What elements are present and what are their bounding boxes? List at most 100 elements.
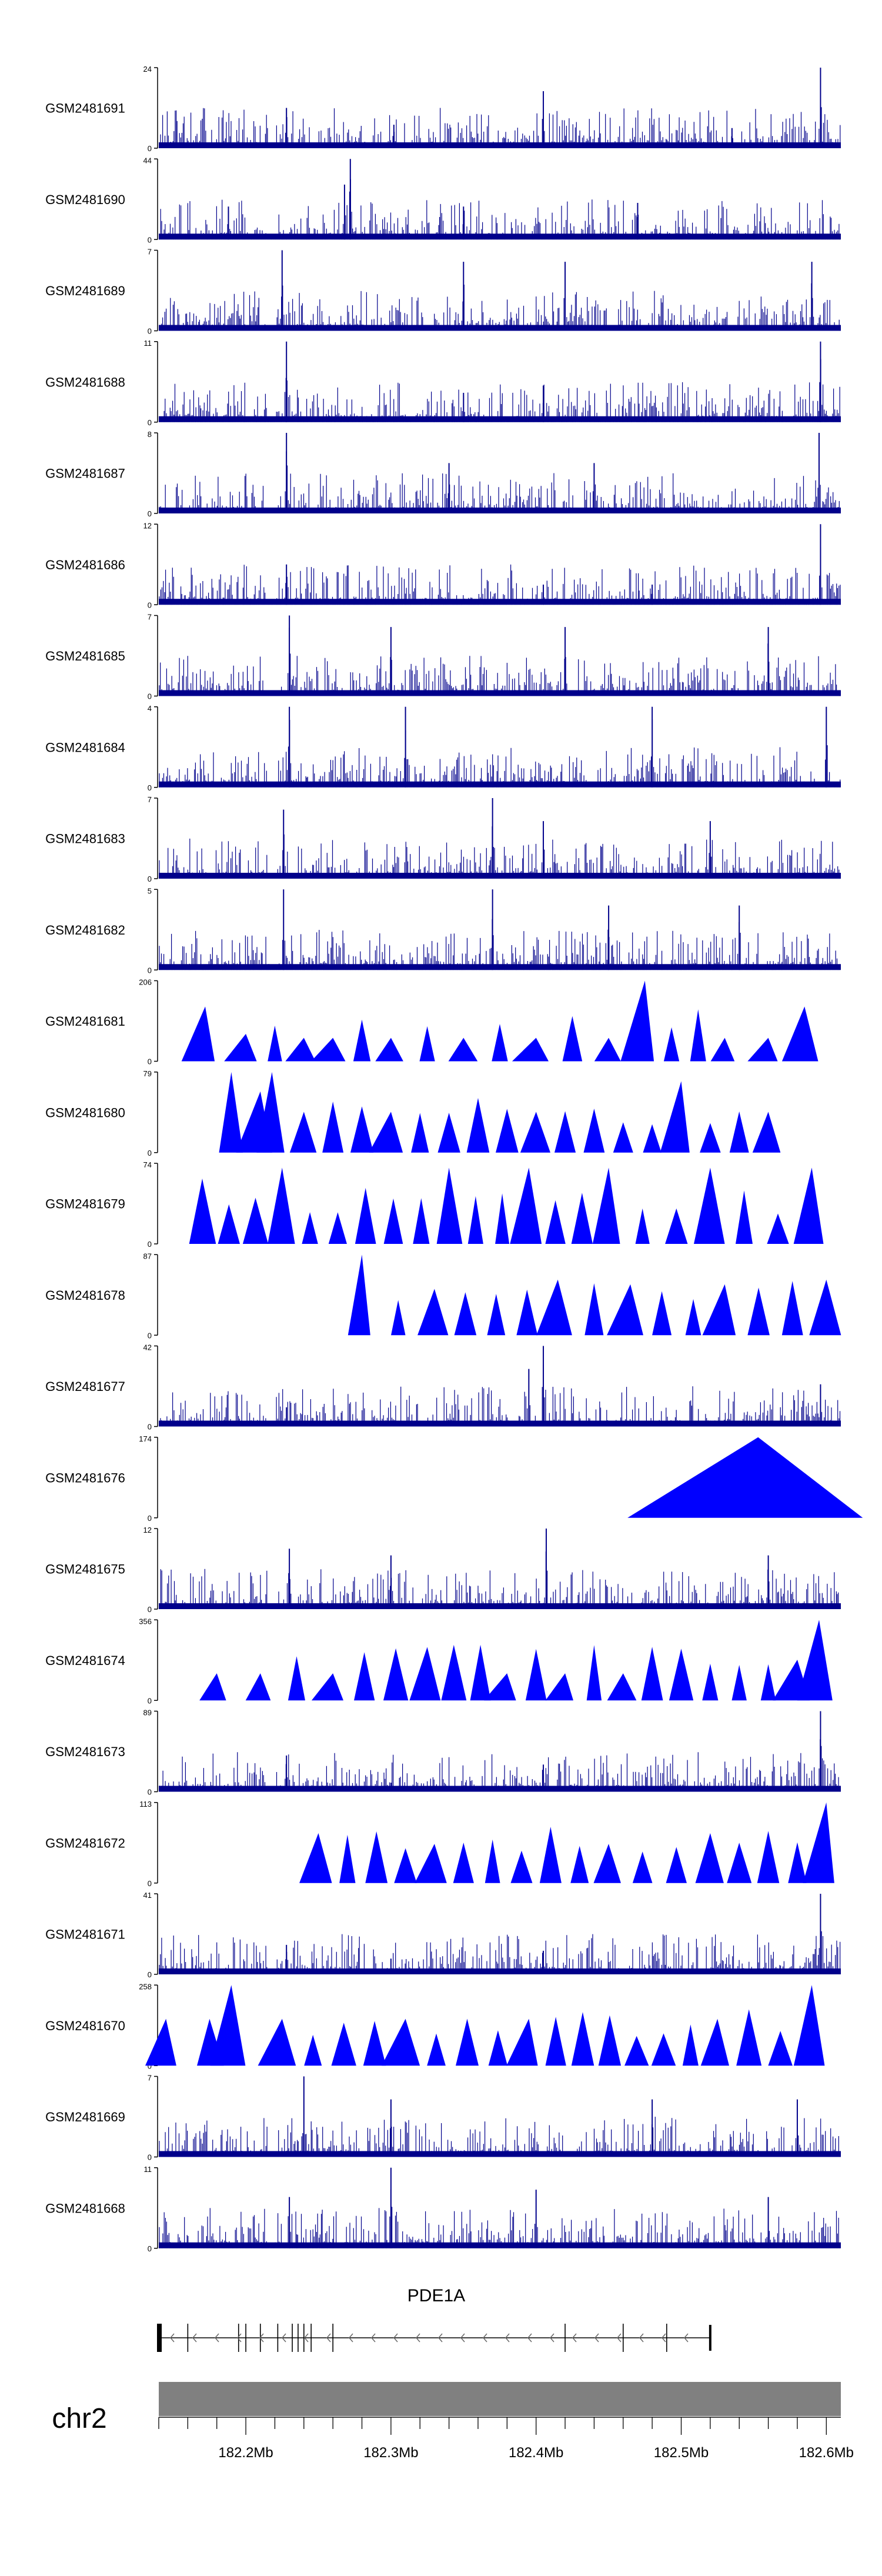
signal-fill xyxy=(663,1027,680,1062)
signal-fill xyxy=(641,1647,663,1701)
data-peak xyxy=(607,1673,637,1701)
signal-bars xyxy=(159,2093,841,2157)
signal-fill xyxy=(570,1846,589,1883)
data-peak xyxy=(199,1673,226,1701)
signal-fill xyxy=(731,1664,747,1701)
signal-fill xyxy=(339,1834,356,1883)
signal-bars xyxy=(159,826,840,879)
strand-arrow xyxy=(237,2333,242,2343)
y-min-label: 0 xyxy=(148,1149,152,1157)
signal-fill xyxy=(350,1106,374,1153)
y-max-label: 206 xyxy=(139,978,152,987)
genome-axis: chr2 182.2Mb 182.3Mb 182.4Mb 182.5Mb 182.6Mb xyxy=(52,2382,854,2461)
track: GSM2481686 12 0 xyxy=(45,521,841,609)
y-min-label: 0 xyxy=(148,144,152,153)
signal-fill xyxy=(757,1831,780,1883)
gene-name-label: PDE1A xyxy=(407,2286,465,2305)
data-peak xyxy=(382,2018,420,2066)
y-min-label: 0 xyxy=(148,327,152,336)
y-max-label: 41 xyxy=(143,1891,152,1900)
strand-arrow xyxy=(617,2333,622,2343)
signal-baseline xyxy=(159,416,841,422)
signal-fill xyxy=(635,1208,650,1244)
track-label: GSM2481680 xyxy=(45,1105,125,1120)
track: GSM2481685 7 0 xyxy=(45,613,841,701)
data-peak xyxy=(448,1037,478,1062)
y-max-label: 356 xyxy=(139,1617,152,1626)
y-max-label: 5 xyxy=(148,886,152,895)
signal-bars xyxy=(159,271,840,331)
signal-fill xyxy=(669,1649,694,1701)
data-peak xyxy=(536,1279,572,1336)
track: GSM2481688 11 0 xyxy=(45,339,841,427)
track: GSM2481690 44 0 xyxy=(45,156,841,244)
signal-fill xyxy=(584,1283,604,1336)
gene-exon xyxy=(709,2325,711,2351)
signal-fill xyxy=(516,1289,538,1336)
y-min-label: 0 xyxy=(148,509,152,518)
data-peak xyxy=(809,1279,841,1336)
track-label: GSM2481668 xyxy=(45,2201,125,2215)
data-peak xyxy=(256,1072,285,1153)
signal-fill xyxy=(665,1208,688,1244)
data-peak xyxy=(409,1647,441,1701)
data-peak xyxy=(348,1254,370,1336)
track: GSM2481672 113 0 xyxy=(45,1800,834,1888)
signal-fill xyxy=(525,1649,547,1701)
signal-fill xyxy=(554,1111,576,1153)
signal-fill xyxy=(470,1644,491,1701)
track: GSM2481682 5 0 xyxy=(45,886,841,975)
signal-fill xyxy=(510,1850,533,1883)
signal-baseline xyxy=(159,1603,841,1609)
y-min-label: 0 xyxy=(148,1240,152,1249)
signal-fill xyxy=(391,1300,406,1336)
strand-arrow xyxy=(416,2333,420,2343)
data-peak xyxy=(145,2018,176,2066)
y-max-label: 24 xyxy=(143,65,152,74)
data-peak xyxy=(289,1112,317,1153)
y-max-label: 11 xyxy=(144,2165,152,2174)
signal-fill xyxy=(454,1292,477,1336)
signal-baseline xyxy=(159,2242,841,2248)
signal-fill xyxy=(727,1843,752,1883)
y-min-label: 0 xyxy=(148,2244,152,2253)
signal-baseline xyxy=(159,873,841,879)
y-min-label: 0 xyxy=(148,1696,152,1705)
track-label: GSM2481674 xyxy=(45,1653,125,1668)
signal-fill xyxy=(768,2031,793,2066)
data-tracks: GSM2481691240GSM2481690440GSM248168970GS… xyxy=(45,65,863,2253)
data-peak xyxy=(793,1167,824,1244)
signal-fill xyxy=(268,1025,282,1062)
data-peak xyxy=(436,1167,463,1244)
signal-bars xyxy=(159,547,841,605)
signal-bars xyxy=(159,910,840,970)
signal-fill xyxy=(598,2015,622,2066)
signal-fill xyxy=(467,1196,483,1244)
signal-fill xyxy=(736,2009,762,2066)
signal-fill xyxy=(355,1187,376,1244)
signal-baseline xyxy=(159,781,841,788)
y-max-label: 87 xyxy=(143,1252,152,1260)
signal-fill xyxy=(328,1212,347,1244)
x-tick-label: 182.5Mb xyxy=(654,2445,709,2461)
strand-arrow xyxy=(349,2333,353,2343)
signal-fill xyxy=(419,1026,435,1062)
data-peak xyxy=(627,1437,863,1518)
strand-arrow xyxy=(170,2333,175,2343)
signal-fill xyxy=(456,2018,479,2066)
signal-fill xyxy=(496,1109,519,1153)
y-min-label: 0 xyxy=(148,1423,152,1432)
track: GSM2481683 7 0 xyxy=(45,795,841,883)
signal-fill xyxy=(383,1198,403,1244)
track: GSM2481675 12 0 xyxy=(45,1526,841,1614)
strand-arrow xyxy=(282,2333,286,2343)
signal-baseline xyxy=(159,325,841,331)
signal-fill xyxy=(685,1299,701,1336)
data-peak xyxy=(245,1673,271,1701)
signal-fill xyxy=(383,1648,409,1701)
data-peak xyxy=(781,1006,818,1062)
x-tick-label: 182.2Mb xyxy=(218,2445,273,2461)
y-max-label: 7 xyxy=(148,613,152,622)
signal-fill xyxy=(242,1197,269,1244)
